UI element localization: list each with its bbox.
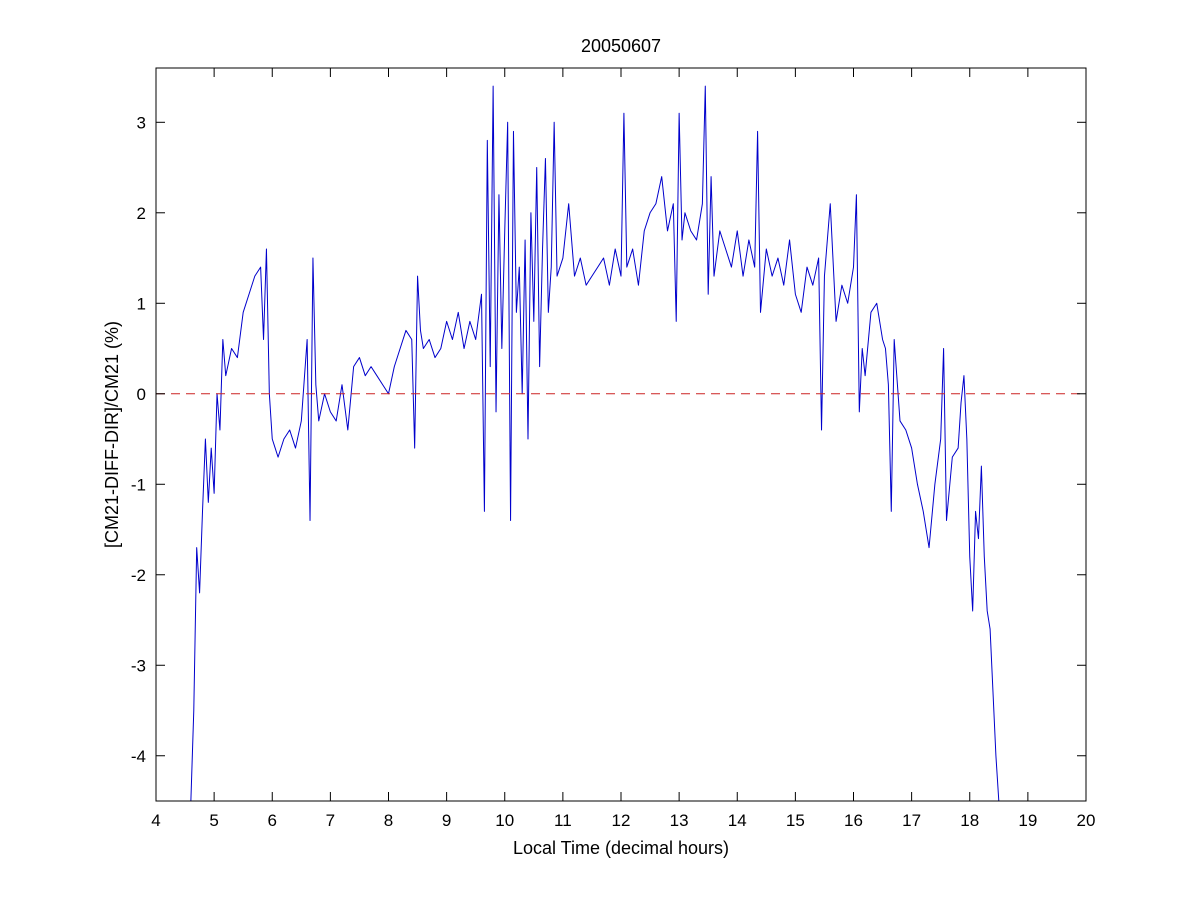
y-tick-label: 0 [137,385,146,404]
x-tick-label: 18 [960,811,979,830]
x-tick-label: 15 [786,811,805,830]
x-tick-label: 13 [670,811,689,830]
x-tick-label: 9 [442,811,451,830]
x-tick-label: 12 [612,811,631,830]
x-tick-label: 6 [268,811,277,830]
x-tick-label: 11 [554,811,572,830]
y-tick-label: 2 [137,204,146,223]
data-layer [190,85,1000,801]
y-tick-label: 1 [137,294,146,313]
x-tick-label: 5 [209,811,218,830]
x-axis: 4 5 6 7 8 9 10 11 12 13 14 15 16 17 18 19 20 [151,68,1095,830]
y-tick-label: 3 [137,113,146,132]
y-tick-label: -2 [131,566,146,585]
y-tick-label: -3 [131,656,146,675]
chart-title: 20050607 [581,36,661,56]
x-tick-label: 17 [902,811,921,830]
x-tick-label: 14 [728,811,747,830]
x-tick-label: 4 [151,811,160,830]
plot-area [156,68,1086,801]
y-tick-label: -4 [131,747,146,766]
x-tick-label: 20 [1077,811,1096,830]
y-tick-label: -1 [131,475,146,494]
series-line-1 [190,85,1000,801]
y-axis-label: [CM21-DIFF-DIR]/CM21 (%) [102,321,122,548]
x-tick-label: 8 [384,811,393,830]
y-axis: -4 -3 -2 -1 0 1 2 3 [131,113,1086,766]
x-tick-label: 10 [495,811,514,830]
x-axis-label: Local Time (decimal hours) [513,838,729,858]
x-tick-label: 16 [844,811,863,830]
x-tick-label: 19 [1018,811,1037,830]
x-tick-label: 7 [326,811,335,830]
